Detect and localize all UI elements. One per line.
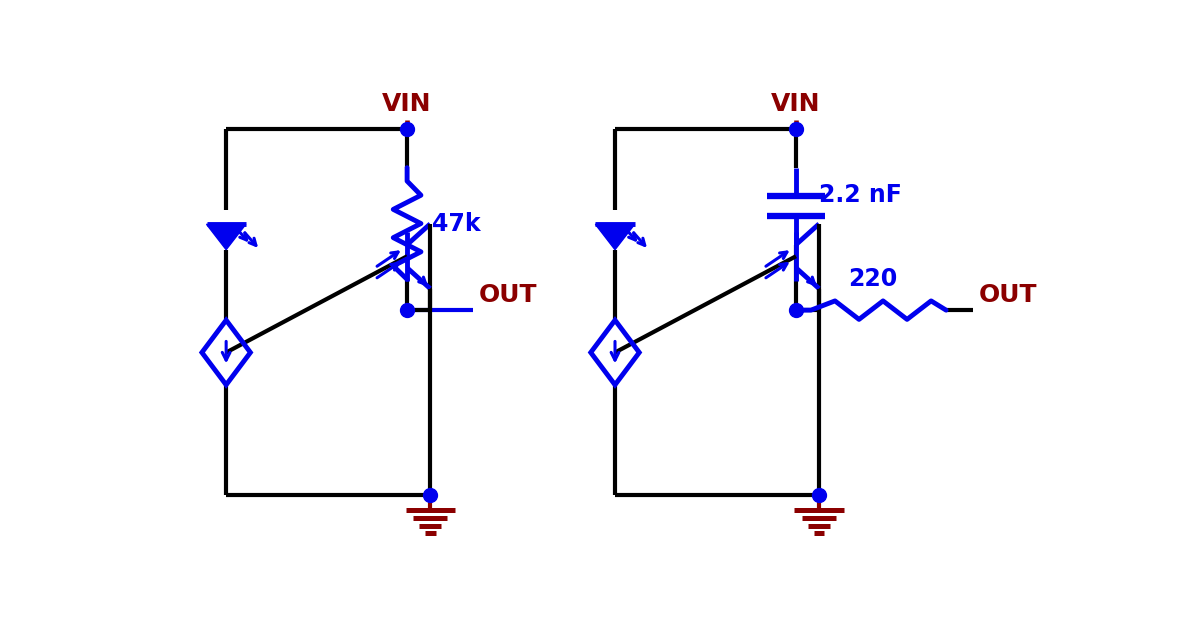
Point [397, 305, 416, 315]
Text: VIN: VIN [383, 92, 432, 116]
Point [810, 490, 829, 500]
Text: 2.2 nF: 2.2 nF [820, 183, 902, 207]
Text: 220: 220 [848, 267, 898, 291]
Text: OUT: OUT [479, 283, 538, 307]
Polygon shape [206, 224, 246, 250]
Point [421, 490, 440, 500]
Text: 47k: 47k [432, 212, 480, 236]
Polygon shape [595, 224, 635, 250]
Point [786, 124, 805, 134]
Point [786, 305, 805, 315]
Text: OUT: OUT [979, 283, 1038, 307]
Text: VIN: VIN [772, 92, 821, 116]
Point [397, 124, 416, 134]
